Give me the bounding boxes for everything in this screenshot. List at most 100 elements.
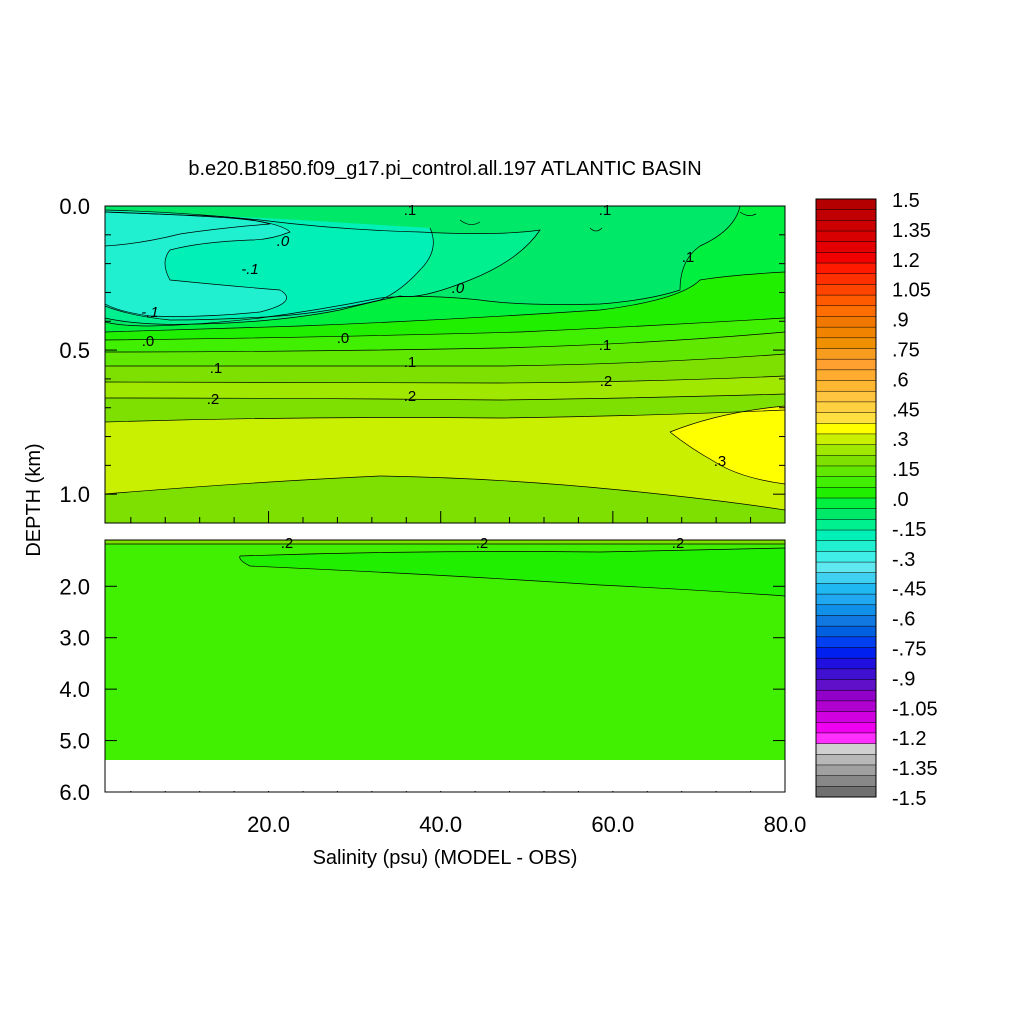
colorbar-swatch <box>816 252 876 264</box>
colorbar-swatch <box>816 263 876 275</box>
contour-label: .1 <box>404 354 417 371</box>
colorbar-label: 1.05 <box>892 280 931 302</box>
colorbar-label: -.6 <box>892 609 915 631</box>
contour-label: .2 <box>672 535 685 552</box>
y-tick-label: 3.0 <box>59 626 90 651</box>
colorbar-swatch <box>816 562 876 574</box>
colorbar-swatch <box>816 626 876 638</box>
colorbar-swatch <box>816 551 876 563</box>
colorbar-swatch <box>816 391 876 403</box>
colorbar-label: 1.2 <box>892 250 920 272</box>
x-tick-label: 40.0 <box>419 812 462 837</box>
colorbar-swatch <box>816 348 876 360</box>
colorbar-label: .75 <box>892 340 920 362</box>
colorbar-swatch <box>816 764 876 776</box>
contour-label: .2 <box>207 391 220 408</box>
colorbar-swatch <box>816 658 876 670</box>
colorbar-swatch <box>816 743 876 755</box>
colorbar-swatch <box>816 679 876 691</box>
colorbar-swatch <box>816 423 876 435</box>
colorbar-swatch <box>816 786 876 798</box>
colorbar-swatch <box>816 444 876 456</box>
colorbar-label: -.75 <box>892 639 926 661</box>
y-tick-label: 0.5 <box>59 338 90 363</box>
x-axis-label: Salinity (psu) (MODEL - OBS) <box>313 847 578 869</box>
colorbar-swatch <box>816 530 876 542</box>
colorbar-swatch <box>816 754 876 766</box>
colorbar-swatch <box>816 636 876 648</box>
lower-panel-frame <box>104 539 786 793</box>
colorbar-label: -1.05 <box>892 698 938 720</box>
lower-panel-fill <box>105 540 785 760</box>
contour-label: -.1 <box>141 304 159 321</box>
colorbar-swatch <box>816 316 876 328</box>
colorbar-swatch <box>816 401 876 413</box>
colorbar-swatch <box>816 412 876 424</box>
x-tick-label: 20.0 <box>247 812 290 837</box>
y-axis: 0.0 0.5 1.0 2.0 3.0 4.0 5.0 6.0 <box>59 194 785 805</box>
x-tick-label: 80.0 <box>764 812 807 837</box>
colorbar-swatch <box>816 572 876 584</box>
contour-label: .1 <box>599 202 612 219</box>
colorbar-swatch <box>816 668 876 680</box>
contour-label: .0 <box>337 330 350 347</box>
y-tick-label: 6.0 <box>59 780 90 805</box>
colorbar-label: 1.35 <box>892 220 931 242</box>
colorbar-swatch <box>816 433 876 445</box>
colorbar-label: .3 <box>892 429 909 451</box>
no-data-region <box>106 761 784 791</box>
colorbar-swatch <box>816 700 876 712</box>
colorbar-swatch <box>816 519 876 531</box>
colorbar-swatch <box>816 295 876 307</box>
colorbar: 1.5 1.35 1.2 1.05 .9 .75 .6 .45 .3 .15 .0 -.15 -.3 -.… <box>815 190 938 810</box>
colorbar-label: 1.5 <box>892 190 920 212</box>
colorbar-swatch <box>816 487 876 499</box>
contour-label: .0 <box>142 333 155 350</box>
contour-label: .1 <box>682 249 695 266</box>
colorbar-swatch <box>816 455 876 467</box>
colorbar-label: .0 <box>892 489 909 511</box>
colorbar-swatch <box>816 540 876 552</box>
colorbar-label: .6 <box>892 369 909 391</box>
contour-label: .0 <box>452 280 465 297</box>
y-axis-label: DEPTH (km) <box>23 443 45 556</box>
colorbar-label: -1.35 <box>892 758 938 780</box>
colorbar-swatch <box>816 209 876 221</box>
colorbar-swatch <box>816 476 876 488</box>
upper-panel-fill <box>105 206 785 523</box>
contour-label: .0 <box>277 233 290 250</box>
colorbar-label: -.15 <box>892 519 926 541</box>
contour-label: .1 <box>599 337 612 354</box>
colorbar-label: -1.5 <box>892 788 926 810</box>
colorbar-swatch <box>816 465 876 477</box>
colorbar-swatch <box>816 231 876 243</box>
contour-label: .1 <box>210 360 223 377</box>
colorbar-swatch <box>816 583 876 595</box>
upper-panel-frame <box>104 205 786 524</box>
colorbar-swatch <box>816 604 876 616</box>
y-tick-label: 2.0 <box>59 574 90 599</box>
contour-label: .2 <box>404 388 417 405</box>
colorbar-swatch <box>816 327 876 339</box>
chart-title: b.e20.B1850.f09_g17.pi_control.all.197 A… <box>188 158 701 180</box>
colorbar-swatch <box>816 220 876 232</box>
upper-panel-contours <box>105 206 785 511</box>
colorbar-label: .9 <box>892 310 909 332</box>
colorbar-swatch <box>816 775 876 787</box>
colorbar-label: -.45 <box>892 579 926 601</box>
y-tick-label: 5.0 <box>59 729 90 754</box>
colorbar-swatch <box>816 337 876 349</box>
x-axis: 20.0 40.0 60.0 80.0 <box>130 511 807 837</box>
contour-label: .2 <box>281 535 294 552</box>
colorbar-swatch <box>816 273 876 285</box>
colorbar-swatch <box>816 498 876 509</box>
colorbar-swatch <box>816 359 876 371</box>
colorbar-label: .45 <box>892 399 920 421</box>
contour-labels: .1 .1 .0 -.1 .1 .0 -.1 .0 .0 .1 .1 .1 .2 .2 .2 .3 .2 .2 .2 <box>141 202 726 552</box>
contour-label: .1 <box>404 202 417 219</box>
y-tick-label: 4.0 <box>59 677 90 702</box>
colorbar-swatch <box>816 615 876 627</box>
colorbar-swatch <box>816 594 876 606</box>
y-tick-label: 0.0 <box>59 194 90 219</box>
